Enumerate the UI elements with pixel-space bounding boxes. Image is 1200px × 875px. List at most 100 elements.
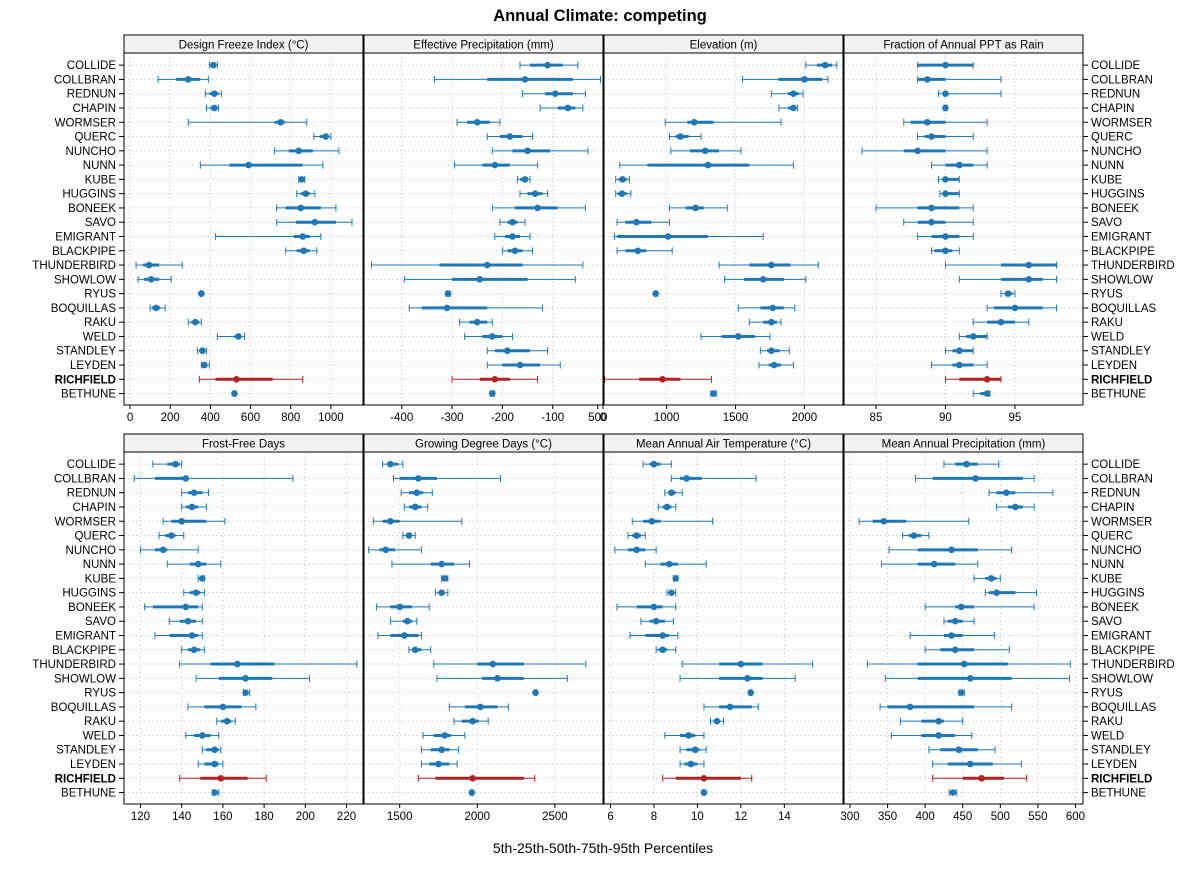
median-point — [544, 61, 551, 69]
whisker-collide — [382, 460, 404, 468]
whisker-boquillas — [187, 703, 257, 711]
x-tick-label: 160 — [213, 811, 232, 823]
panel-border — [123, 451, 364, 805]
whisker-querc — [313, 133, 332, 141]
median-point — [1025, 261, 1033, 269]
site-label-right: SHOWLOW — [1091, 673, 1153, 685]
whisker-nunn — [166, 560, 222, 568]
whisker-showlow — [403, 275, 576, 283]
whisker-thunderbird — [371, 261, 584, 269]
whisker-wormser — [858, 517, 970, 525]
median-point — [652, 617, 660, 625]
panel-title: Mean Annual Air Temperature (°C) — [636, 439, 811, 451]
whisker-richfield — [451, 375, 539, 383]
panel-border — [603, 52, 844, 406]
whisker-standley — [196, 347, 207, 355]
panel-7: Mean Annual Air Temperature (°C) 6 8 10 12 14 — [603, 433, 844, 823]
whisker-nunn — [454, 161, 539, 169]
median-point — [650, 603, 658, 611]
x-tick-label: 180 — [255, 811, 274, 823]
median-point — [295, 147, 303, 155]
median-point — [509, 233, 516, 240]
panel-border — [363, 451, 604, 805]
whisker-collide — [943, 460, 1000, 468]
panel-title: Design Freeze Index (°C) — [179, 40, 309, 52]
x-tick-label: 2000 — [792, 412, 818, 424]
whisker-richfield — [604, 375, 712, 383]
site-label-left: CHAPIN — [73, 502, 116, 514]
median-point — [233, 375, 240, 383]
whisker-richfield — [417, 774, 536, 782]
median-point — [633, 532, 640, 539]
site-label-left: WELD — [83, 331, 116, 343]
panel-title: Fraction of Annual PPT as Rain — [883, 40, 1043, 52]
site-label-right: RYUS — [1091, 688, 1123, 700]
median-point — [963, 460, 970, 468]
whisker-nunn — [931, 161, 988, 169]
median-point — [476, 276, 484, 283]
median-point — [198, 732, 206, 739]
x-tick-label: 95 — [1009, 412, 1022, 424]
median-point — [1025, 276, 1033, 283]
site-label-left: BLACKPIPE — [52, 645, 116, 657]
x-tick-label: 400 — [201, 412, 220, 424]
median-point — [159, 546, 167, 554]
whisker-emigrant — [214, 232, 322, 240]
median-point — [411, 503, 419, 511]
whisker-collbran — [433, 75, 601, 83]
median-point — [956, 347, 963, 355]
whisker-querc — [668, 133, 702, 141]
x-tick-label: 450 — [953, 811, 972, 823]
whisker-richfield — [662, 774, 753, 782]
site-label-right: STANDLEY — [1091, 745, 1151, 757]
median-point — [322, 133, 330, 140]
site-label-right: RAKU — [1091, 716, 1123, 728]
site-label-left: BONEEK — [68, 203, 116, 215]
median-point — [184, 76, 192, 83]
whisker-thunderbird — [866, 660, 1071, 668]
median-point — [489, 390, 496, 397]
panel-1: Design Freeze Index (°C) 0 200 400 600 800 100… — [123, 34, 364, 424]
whisker-boneek — [144, 603, 203, 611]
whisker-chapin — [403, 503, 429, 511]
whisker-rednun — [988, 489, 1054, 497]
median-point — [768, 261, 775, 269]
whisker-kube — [441, 574, 449, 582]
whisker-chapin — [996, 503, 1035, 511]
whisker-standley — [944, 347, 974, 355]
site-label-right: REDNUN — [1091, 89, 1140, 101]
median-point — [396, 603, 403, 611]
whisker-bethune — [948, 789, 958, 797]
whisker-huggins — [183, 589, 205, 597]
whisker-thunderbird — [944, 261, 1058, 269]
whisker-blackpipe — [181, 646, 205, 654]
whisker-collide — [519, 61, 579, 69]
median-point — [145, 261, 153, 269]
median-point — [988, 575, 995, 582]
median-point — [978, 774, 985, 782]
whisker-bethune — [489, 390, 496, 398]
site-label-right: NUNCHO — [1091, 545, 1142, 557]
whisker-savo — [168, 617, 203, 625]
site-label-right: CHAPIN — [1091, 103, 1134, 115]
whisker-boquillas — [448, 703, 509, 711]
median-point — [700, 774, 708, 782]
whisker-weld — [216, 332, 246, 340]
whisker-weld — [464, 332, 513, 340]
site-label-right: WORMSER — [1091, 117, 1152, 129]
x-tick-label: 550 — [1028, 811, 1047, 823]
median-point — [405, 532, 413, 539]
median-point — [687, 760, 695, 768]
whisker-thunderbird — [135, 261, 183, 269]
median-point — [914, 147, 921, 155]
whisker-querc — [917, 133, 974, 141]
whisker-boquillas — [408, 304, 544, 312]
median-point — [659, 375, 666, 383]
whisker-standley — [679, 746, 707, 754]
median-point — [969, 333, 977, 340]
median-point — [665, 560, 673, 568]
whisker-raku — [216, 717, 236, 725]
median-point — [942, 190, 949, 197]
whisker-raku — [972, 318, 1030, 326]
median-point — [956, 361, 963, 369]
